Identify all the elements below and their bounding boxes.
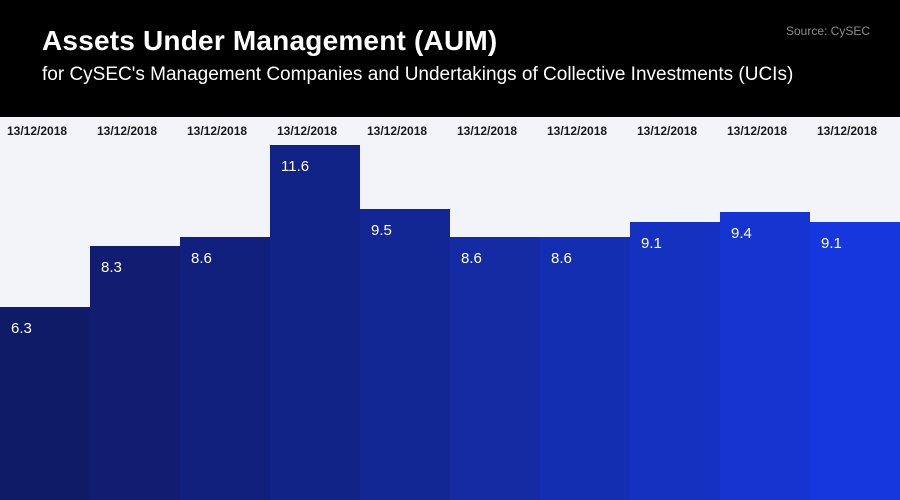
value-label: 9.1 bbox=[821, 235, 842, 252]
date-label: 13/12/2018 bbox=[727, 124, 788, 138]
bar-column: 13/12/2018 9.1 bbox=[630, 117, 720, 500]
bar-column: 13/12/2018 6.3 bbox=[0, 117, 90, 500]
date-label: 13/12/2018 bbox=[547, 124, 608, 138]
date-label: 13/12/2018 bbox=[97, 124, 158, 138]
date-label: 13/12/2018 bbox=[367, 124, 428, 138]
date-label: 13/12/2018 bbox=[7, 124, 68, 138]
chart-title: Assets Under Management (AUM) bbox=[42, 25, 498, 56]
date-label: 13/12/2018 bbox=[277, 124, 338, 138]
bar-column: 13/12/2018 8.6 bbox=[540, 117, 630, 500]
value-label: 11.6 bbox=[281, 158, 310, 175]
bar-column: 13/12/2018 9.4 bbox=[720, 117, 810, 500]
value-label: 9.1 bbox=[641, 235, 662, 252]
date-label: 13/12/2018 bbox=[817, 124, 878, 138]
bar: 9.5 bbox=[360, 209, 450, 500]
bar: 9.1 bbox=[810, 222, 900, 500]
value-label: 8.3 bbox=[101, 259, 122, 276]
bar: 9.4 bbox=[720, 212, 810, 500]
bar-chart-plot: 13/12/2018 6.3 13/12/2018 8.3 13/12/2018 8.6 1… bbox=[0, 117, 900, 500]
bar-column: 13/12/2018 8.3 bbox=[90, 117, 180, 500]
bar: 9.1 bbox=[630, 222, 720, 500]
bar: 8.6 bbox=[180, 237, 270, 500]
bar-column: 13/12/2018 8.6 bbox=[450, 117, 540, 500]
value-label: 9.5 bbox=[371, 222, 392, 239]
bar: 8.3 bbox=[90, 246, 180, 500]
date-label: 13/12/2018 bbox=[637, 124, 698, 138]
bar-column: 13/12/2018 9.1 bbox=[810, 117, 900, 500]
bar: 11.6 bbox=[270, 145, 360, 500]
chart-header: Source: CySEC Assets Under Management (A… bbox=[0, 0, 900, 117]
bar: 8.6 bbox=[540, 237, 630, 500]
bar: 8.6 bbox=[450, 237, 540, 500]
source-label: Source: CySEC bbox=[785, 24, 870, 38]
date-label: 13/12/2018 bbox=[457, 124, 518, 138]
value-label: 8.6 bbox=[191, 250, 212, 267]
chart-subtitle: for CySEC's Management Companies and Und… bbox=[42, 64, 794, 85]
value-label: 9.4 bbox=[731, 225, 752, 242]
bar: 6.3 bbox=[0, 307, 90, 500]
bar-column: 13/12/2018 11.6 bbox=[270, 117, 360, 500]
date-label: 13/12/2018 bbox=[187, 124, 248, 138]
bar-column: 13/12/2018 9.5 bbox=[360, 117, 450, 500]
value-label: 6.3 bbox=[11, 320, 32, 337]
bar-column: 13/12/2018 8.6 bbox=[180, 117, 270, 500]
value-label: 8.6 bbox=[551, 250, 572, 267]
value-label: 8.6 bbox=[461, 250, 482, 267]
